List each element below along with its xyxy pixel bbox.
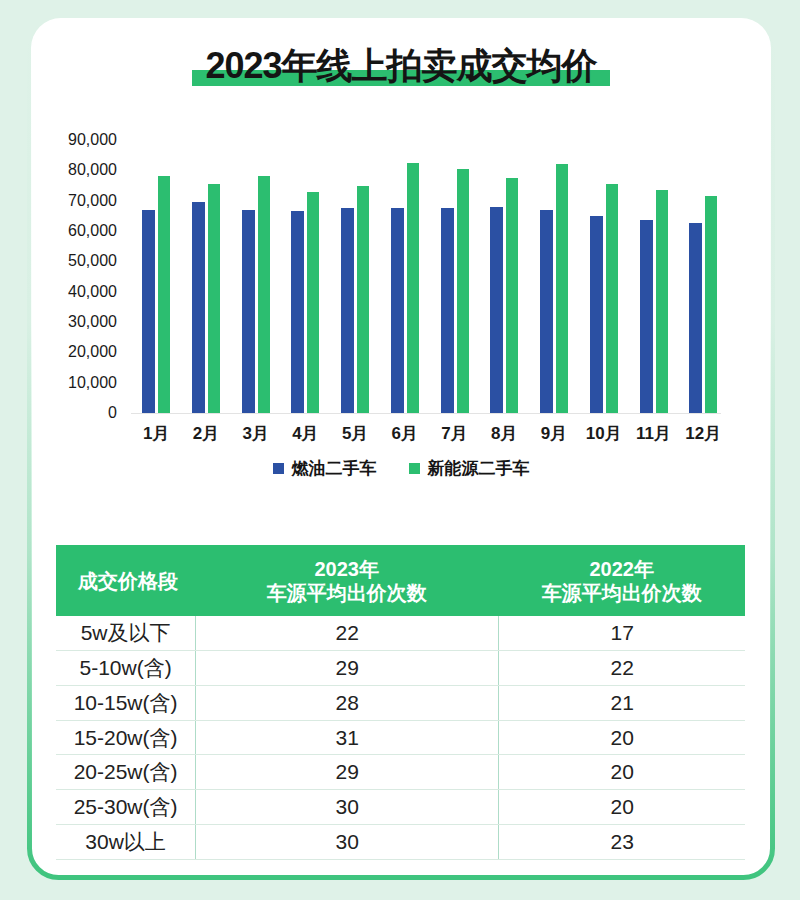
bar-nev-1 [158, 176, 170, 413]
table-cell: 31 [195, 721, 498, 755]
y-axis-tick-label: 30,000 [37, 313, 117, 331]
table-cell: 28 [195, 686, 498, 720]
bar-fuel-4 [291, 211, 304, 413]
table-cell: 29 [195, 651, 498, 685]
table-row: 20-25w(含)2920 [56, 755, 745, 790]
bar-fuel-8 [490, 207, 503, 413]
card: 2023年线上拍卖成交均价 010,00020,00030,00040,0005… [31, 18, 771, 876]
table-cell: 20 [498, 790, 745, 824]
table-cell: 21 [498, 686, 745, 720]
bar-fuel-10 [590, 216, 603, 413]
bar-nev-6 [407, 163, 419, 413]
table-cell: 25-30w(含) [56, 790, 195, 824]
x-axis-label: 2月 [193, 422, 219, 445]
table-cell: 15-20w(含) [56, 721, 195, 755]
table-cell: 5w及以下 [56, 616, 195, 650]
bar-nev-8 [506, 178, 518, 413]
y-axis-tick-label: 0 [37, 404, 117, 422]
table-row: 5-10w(含)2922 [56, 651, 745, 686]
table-cell: 30 [195, 825, 498, 859]
y-axis-tick-label: 90,000 [37, 131, 117, 149]
x-axis-label: 12月 [685, 422, 721, 445]
bar-nev-3 [258, 176, 270, 413]
table-header-col3: 2022年车源平均出价次数 [498, 545, 745, 616]
table-cell: 30w以上 [56, 825, 195, 859]
bar-fuel-9 [540, 210, 553, 413]
legend-swatch-icon [273, 463, 284, 474]
bar-nev-12 [705, 196, 717, 413]
table-cell: 20 [498, 755, 745, 789]
table-header-col1: 成交价格段 [56, 545, 195, 616]
legend-label: 燃油二手车 [292, 457, 377, 480]
x-axis-label: 10月 [586, 422, 622, 445]
table-cell: 17 [498, 616, 745, 650]
table-row: 5w及以下2217 [56, 616, 745, 651]
table-cell: 10-15w(含) [56, 686, 195, 720]
legend-label: 新能源二手车 [428, 457, 530, 480]
x-axis-label: 9月 [541, 422, 567, 445]
bar-nev-7 [457, 169, 469, 413]
table-body: 5w及以下22175-10w(含)292210-15w(含)282115-20w… [56, 616, 745, 860]
bar-fuel-7 [441, 208, 454, 413]
bar-nev-9 [556, 164, 568, 413]
bar-fuel-2 [192, 202, 205, 413]
y-axis-tick-label: 20,000 [37, 343, 117, 361]
legend-item-fuel: 燃油二手车 [273, 457, 377, 480]
table-cell: 23 [498, 825, 745, 859]
table-cell: 5-10w(含) [56, 651, 195, 685]
table-cell: 20-25w(含) [56, 755, 195, 789]
x-axis-label: 5月 [342, 422, 368, 445]
bar-nev-5 [357, 186, 369, 413]
x-axis-label: 1月 [143, 422, 169, 445]
table-cell: 20 [498, 721, 745, 755]
bar-fuel-3 [242, 210, 255, 413]
table-header: 成交价格段2023年车源平均出价次数2022年车源平均出价次数 [56, 545, 745, 616]
bar-nev-4 [307, 192, 319, 413]
table-row: 25-30w(含)3020 [56, 790, 745, 825]
table-cell: 22 [498, 651, 745, 685]
bar-fuel-6 [391, 208, 404, 413]
y-axis-tick-label: 10,000 [37, 374, 117, 392]
chart-legend: 燃油二手车 新能源二手车 [31, 457, 771, 480]
y-axis-tick-label: 50,000 [37, 252, 117, 270]
bar-chart: 0 10,000 20,000 30,000 40,000 50,000 60,000 70,… [31, 18, 771, 458]
table-row: 15-20w(含)3120 [56, 721, 745, 756]
bar-fuel-1 [142, 210, 155, 413]
table-header-col2: 2023年车源平均出价次数 [195, 545, 498, 616]
x-axis-label: 7月 [441, 422, 467, 445]
bar-nev-10 [606, 184, 618, 413]
table-cell: 29 [195, 755, 498, 789]
x-axis-label: 4月 [292, 422, 318, 445]
y-axis-tick-label: 40,000 [37, 283, 117, 301]
bar-nev-2 [208, 184, 220, 413]
y-axis-tick-label: 70,000 [37, 192, 117, 210]
bar-fuel-12 [689, 223, 702, 413]
legend-swatch-icon [409, 463, 420, 474]
x-axis-label: 11月 [636, 422, 671, 445]
table-row: 30w以上3023 [56, 825, 745, 860]
bar-fuel-5 [341, 208, 354, 413]
price-table: 成交价格段2023年车源平均出价次数2022年车源平均出价次数 5w及以下221… [56, 545, 745, 860]
y-axis-tick-label: 80,000 [37, 161, 117, 179]
table-row: 10-15w(含)2821 [56, 686, 745, 721]
legend-item-nev: 新能源二手车 [409, 457, 530, 480]
x-axis-label: 3月 [242, 422, 268, 445]
bar-nev-11 [656, 190, 668, 413]
x-axis-label: 6月 [392, 422, 418, 445]
table-cell: 30 [195, 790, 498, 824]
x-axis-line [131, 413, 721, 414]
bar-fuel-11 [640, 220, 653, 413]
y-axis-tick-label: 60,000 [37, 222, 117, 240]
x-axis-label: 8月 [491, 422, 517, 445]
table-cell: 22 [195, 616, 498, 650]
